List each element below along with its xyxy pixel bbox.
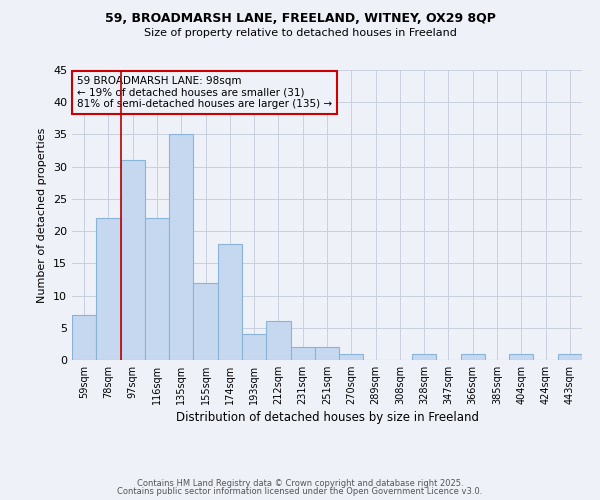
Bar [145, 218, 169, 360]
Bar [218, 244, 242, 360]
Bar [315, 347, 339, 360]
Text: Contains public sector information licensed under the Open Government Licence v3: Contains public sector information licen… [118, 487, 482, 496]
X-axis label: Distribution of detached houses by size in Freeland: Distribution of detached houses by size … [176, 411, 479, 424]
Bar [121, 160, 145, 360]
Bar [96, 218, 121, 360]
Text: Size of property relative to detached houses in Freeland: Size of property relative to detached ho… [143, 28, 457, 38]
Text: Contains HM Land Registry data © Crown copyright and database right 2025.: Contains HM Land Registry data © Crown c… [137, 478, 463, 488]
Bar [242, 334, 266, 360]
Bar [412, 354, 436, 360]
Text: 59, BROADMARSH LANE, FREELAND, WITNEY, OX29 8QP: 59, BROADMARSH LANE, FREELAND, WITNEY, O… [104, 12, 496, 26]
Bar [339, 354, 364, 360]
Bar [266, 322, 290, 360]
Bar [558, 354, 582, 360]
Bar [169, 134, 193, 360]
Y-axis label: Number of detached properties: Number of detached properties [37, 128, 47, 302]
Bar [509, 354, 533, 360]
Bar [290, 347, 315, 360]
Bar [72, 315, 96, 360]
Bar [193, 282, 218, 360]
Text: 59 BROADMARSH LANE: 98sqm
← 19% of detached houses are smaller (31)
81% of semi-: 59 BROADMARSH LANE: 98sqm ← 19% of detac… [77, 76, 332, 109]
Bar [461, 354, 485, 360]
